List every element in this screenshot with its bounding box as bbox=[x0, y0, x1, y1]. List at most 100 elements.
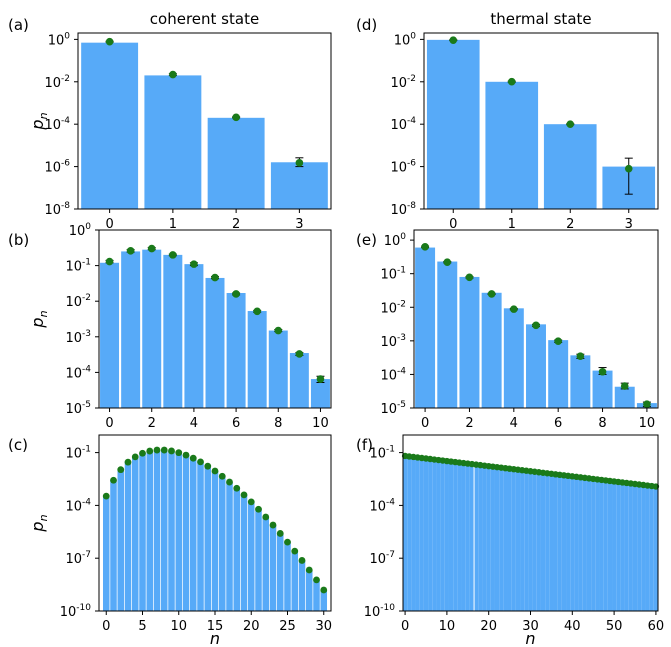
x-tick-label: 2 bbox=[148, 416, 156, 431]
data-point bbox=[566, 120, 575, 128]
data-point bbox=[232, 113, 240, 122]
y-tick-label: 10-2 bbox=[390, 74, 416, 91]
x-tick-label: 1 bbox=[508, 217, 516, 232]
data-point bbox=[131, 453, 139, 461]
x-tick-label: 4 bbox=[510, 416, 518, 431]
bar bbox=[426, 39, 480, 209]
y-tick-label: 100 bbox=[394, 31, 417, 48]
bar bbox=[226, 293, 246, 408]
bar bbox=[607, 480, 613, 611]
bar bbox=[561, 475, 567, 611]
bar bbox=[524, 470, 529, 611]
x-tick-label: 10 bbox=[639, 416, 656, 431]
panel-title: thermal state bbox=[490, 10, 591, 28]
bar bbox=[503, 468, 508, 611]
bar bbox=[440, 460, 445, 611]
data-point bbox=[197, 458, 204, 466]
bar bbox=[403, 455, 408, 611]
bar bbox=[570, 355, 591, 408]
data-point bbox=[295, 159, 304, 167]
bar bbox=[184, 264, 204, 408]
y-tick-label: 10-1 bbox=[65, 445, 91, 462]
y-tick-label: 10-4 bbox=[390, 116, 416, 133]
x-tick-label: 8 bbox=[274, 416, 282, 431]
bar bbox=[553, 474, 558, 611]
data-point bbox=[507, 77, 516, 86]
bar bbox=[305, 570, 313, 611]
bar bbox=[528, 471, 533, 611]
bar bbox=[432, 459, 437, 611]
bar bbox=[268, 330, 288, 408]
axes-frame bbox=[77, 32, 332, 210]
bar bbox=[545, 473, 550, 611]
bar bbox=[444, 461, 449, 611]
data-point bbox=[313, 576, 320, 584]
data-point bbox=[576, 352, 585, 360]
data-point bbox=[102, 492, 110, 500]
data-point bbox=[247, 498, 255, 506]
y-tick-label: 10-8 bbox=[390, 201, 416, 218]
data-point bbox=[305, 566, 313, 574]
bar bbox=[586, 478, 592, 611]
bar bbox=[226, 482, 233, 611]
bar bbox=[645, 485, 650, 611]
data-point bbox=[169, 251, 177, 259]
y-tick-label: 10-6 bbox=[44, 159, 70, 176]
data-point bbox=[295, 350, 304, 358]
bar bbox=[102, 496, 110, 611]
bar bbox=[465, 463, 470, 611]
data-point bbox=[110, 476, 117, 484]
x-tick-label: 6 bbox=[554, 416, 562, 431]
data-point bbox=[316, 375, 325, 383]
y-tick-label: 10-2 bbox=[65, 293, 91, 310]
data-point bbox=[126, 247, 135, 255]
bar bbox=[240, 494, 248, 611]
x-tick-label: 3 bbox=[625, 217, 633, 232]
bar bbox=[490, 466, 495, 611]
bar bbox=[459, 276, 480, 408]
panel-title: coherent state bbox=[150, 10, 259, 28]
bar bbox=[182, 455, 190, 611]
y-tick-label: 10-8 bbox=[44, 201, 70, 218]
axes-frame bbox=[98, 229, 332, 409]
x-tick-label: 30 bbox=[315, 619, 332, 634]
data-point bbox=[298, 557, 306, 564]
y-tick-label: 10-3 bbox=[380, 333, 406, 350]
bar bbox=[204, 466, 212, 611]
bar bbox=[247, 311, 267, 408]
bar bbox=[207, 117, 265, 209]
x-tick-label: 0 bbox=[401, 619, 409, 634]
bar bbox=[499, 467, 504, 611]
bar bbox=[218, 476, 226, 611]
y-tick-label: 10-4 bbox=[65, 364, 91, 381]
panel-d: 100 10-2 10-4 10-6 10-8 0 1 2 3 (d) thermal state bbox=[356, 10, 659, 232]
bar bbox=[457, 462, 462, 611]
data-point bbox=[153, 446, 161, 454]
data-point bbox=[284, 538, 291, 546]
bar bbox=[81, 42, 139, 209]
panel-label: (d) bbox=[356, 16, 377, 34]
bar bbox=[548, 340, 569, 408]
bar bbox=[481, 292, 502, 408]
bar bbox=[570, 476, 575, 611]
x-axis-label: n bbox=[525, 629, 535, 647]
bar bbox=[233, 488, 241, 611]
y-tick-label: 100 bbox=[69, 222, 92, 239]
bar bbox=[415, 457, 420, 611]
bar bbox=[566, 475, 571, 611]
y-tick-label: 100 bbox=[48, 31, 71, 48]
data-point bbox=[117, 466, 125, 474]
y-axis-label: pn bbox=[28, 112, 50, 130]
y-tick-label: 10-4 bbox=[65, 497, 91, 514]
y-tick-label: 100 bbox=[384, 232, 407, 249]
data-point bbox=[124, 458, 132, 466]
panel-e: 100 10-1 10-2 10-3 10-4 10-5 0 2 4 6 8 10 (e) bbox=[356, 229, 659, 431]
bar bbox=[503, 308, 524, 408]
data-point bbox=[274, 326, 283, 335]
data-point bbox=[105, 37, 114, 46]
bar bbox=[110, 480, 117, 611]
bar bbox=[637, 484, 642, 611]
data-point bbox=[421, 243, 429, 251]
bar bbox=[428, 459, 433, 611]
